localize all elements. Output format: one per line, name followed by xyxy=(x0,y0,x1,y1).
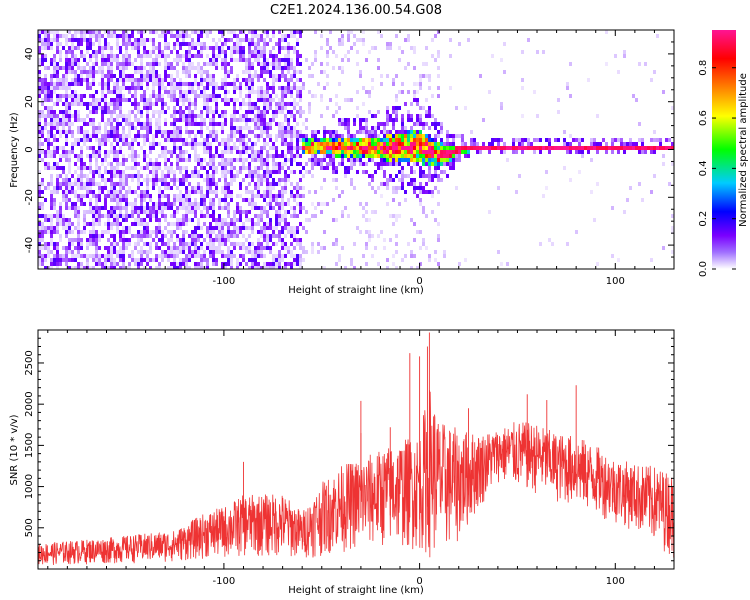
snr-xlabel: Height of straight line (km) xyxy=(288,585,424,596)
snr-frame xyxy=(37,329,675,570)
snr-ytick-label: 2000 xyxy=(24,391,35,416)
colorbar-tick-label: 0.2 xyxy=(698,211,709,227)
colorbar-tick-label: 0.8 xyxy=(698,60,709,76)
spectrogram-ytick-label: 0 xyxy=(24,146,35,152)
snr-xtick-label: 100 xyxy=(606,576,625,587)
spectrogram-ylabel: Frequency (Hz) xyxy=(9,112,20,188)
colorbar-tick-label: 0.4 xyxy=(698,160,709,176)
snr-series-line xyxy=(38,390,674,565)
snr-ytick-label: 2500 xyxy=(24,350,35,375)
colorbar-label: Normalized spectral amplitude xyxy=(738,73,749,227)
spectrogram-xlabel: Height of straight line (km) xyxy=(288,285,424,296)
spectrogram-xtick-label: 100 xyxy=(606,276,625,287)
colorbar-tick-label: 0.0 xyxy=(698,261,709,277)
snr-panel: -100 0 100 500 1000 1500 2000 2500 Height of st… xyxy=(9,329,675,596)
colorbar-tick-label: 0.6 xyxy=(698,110,709,126)
snr-ticks: -100 0 100 500 1000 1500 2000 2500 xyxy=(24,330,675,587)
spectrogram-panel: -100 0 100 -40 -20 0 20 40 Height of straight l… xyxy=(9,29,675,296)
snr-trace xyxy=(38,332,674,565)
spectrogram-ytick-label: -40 xyxy=(24,237,35,253)
colorbar: 0.0 0.2 0.4 0.6 0.8 Normalized spectral ampl… xyxy=(698,30,749,277)
snr-ytick-label: 1000 xyxy=(24,474,35,499)
snr-ytick-label: 1500 xyxy=(24,433,35,458)
snr-xtick-label: -100 xyxy=(213,576,236,587)
colorbar-scale xyxy=(712,30,736,269)
colorbar-ticks: 0.0 0.2 0.4 0.6 0.8 xyxy=(698,60,736,277)
spectrogram-ytick-label: 40 xyxy=(24,48,35,61)
snr-xtick-label: 0 xyxy=(416,576,422,587)
spectrogram-ytick-label: -20 xyxy=(24,189,35,205)
spectrogram-xtick-label: 0 xyxy=(416,276,422,287)
snr-ytick-label: 500 xyxy=(24,518,35,537)
spectrogram-ytick-label: 20 xyxy=(24,95,35,108)
figure-title: C2E1.2024.136.00.54.G08 xyxy=(270,3,442,18)
snr-ylabel: SNR (10 * v/v) xyxy=(9,414,20,485)
spectrogram-ticks: -100 0 100 -40 -20 0 20 40 xyxy=(24,30,675,287)
spectrogram-xtick-label: -100 xyxy=(213,276,236,287)
spectrogram-cells xyxy=(38,30,674,269)
